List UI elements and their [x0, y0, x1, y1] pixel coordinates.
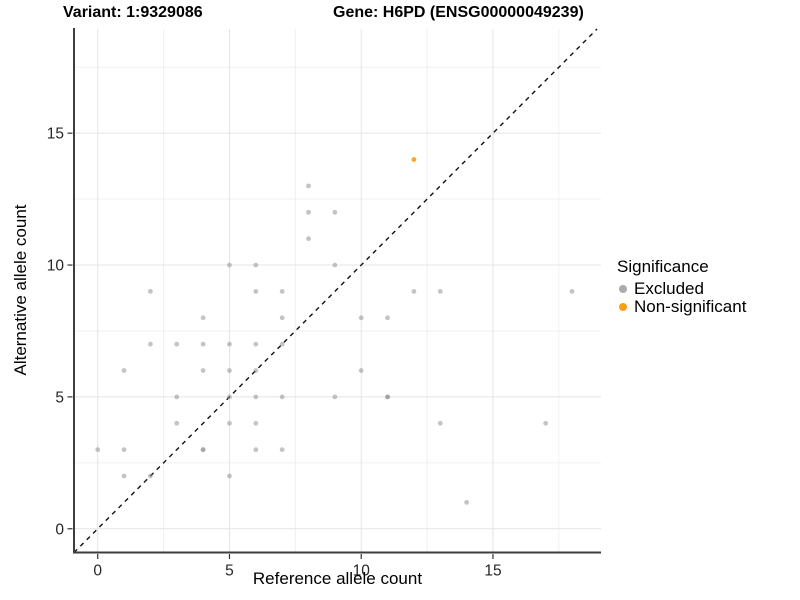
scatter-point-excluded	[464, 499, 470, 505]
scatter-point-excluded	[279, 394, 285, 400]
scatter-point-excluded	[253, 394, 259, 400]
plot-title-variant: Variant: 1:9329086	[63, 4, 203, 21]
scatter-point-excluded	[279, 447, 285, 453]
scatter-point-excluded	[148, 341, 153, 347]
scatter-point-excluded	[437, 420, 443, 426]
scatter-point-excluded	[227, 473, 232, 479]
scatter-point-excluded	[200, 368, 206, 373]
scatter-point-excluded	[569, 289, 575, 294]
scatter-point-excluded	[148, 289, 153, 294]
scatter-point-excluded	[253, 368, 259, 373]
scatter-point-excluded	[253, 420, 259, 426]
scatter-point-excluded	[253, 289, 259, 294]
scatter-point-excluded	[121, 368, 127, 373]
x-tick-label: 15	[484, 563, 501, 580]
scatter-point-excluded	[121, 447, 127, 453]
x-tick-label: 0	[93, 563, 102, 580]
scatter-point-excluded	[174, 394, 180, 400]
scatter-point-excluded	[227, 262, 232, 268]
scatter-point-excluded	[358, 368, 364, 373]
x-tick-label: 5	[225, 563, 234, 580]
scatter-point-excluded	[437, 289, 443, 294]
x-axis-title: Reference allele count	[252, 569, 423, 588]
legend-item-excluded: Excluded	[617, 279, 746, 298]
scatter-point-excluded	[253, 262, 259, 268]
identity-line	[73, 28, 598, 553]
scatter-point-excluded	[385, 315, 390, 321]
y-tick-label: 0	[55, 521, 64, 538]
y-tick-label: 15	[47, 126, 64, 143]
scatter-point-excluded	[306, 209, 311, 215]
scatter-point-excluded	[227, 341, 232, 347]
scatter-point-excluded	[332, 394, 338, 400]
scatter-point-excluded	[332, 209, 338, 215]
scatter-point-excluded	[253, 341, 259, 347]
scatter-point-excluded	[306, 183, 311, 189]
scatter-point-excluded	[279, 289, 285, 294]
legend-key-dot-excluded	[619, 285, 627, 293]
legend-item-non-significant: Non-significant	[617, 297, 747, 316]
scatter-point-excluded	[121, 473, 127, 479]
scatter-point-excluded	[385, 394, 390, 400]
legend-key-dot-non-significant	[619, 303, 627, 311]
scatter-point-excluded	[148, 473, 153, 479]
scatter-point-excluded	[227, 368, 232, 373]
scatter-point-excluded	[200, 315, 206, 321]
scatter-point-non-significant	[411, 157, 417, 162]
legend: Significance Excluded Non-significant	[617, 257, 746, 316]
legend-title: Significance	[617, 257, 709, 276]
plot-title-gene: Gene: H6PD (ENSG00000049239)	[333, 4, 584, 21]
legend-label-non-significant: Non-significant	[634, 297, 747, 316]
x-tick-label: 10	[353, 563, 371, 580]
scatter-point-excluded	[332, 262, 338, 268]
scatter-point-excluded	[358, 315, 364, 321]
y-axis-title: Alternative allele count	[11, 204, 30, 376]
scatter-point-excluded	[174, 341, 180, 347]
scatter-point-excluded	[253, 447, 259, 453]
scatter-point-excluded	[411, 289, 417, 294]
scatter-point-excluded	[279, 341, 285, 347]
scatter-point-excluded	[227, 420, 232, 426]
scatter-point-excluded	[306, 236, 311, 242]
scatter-point-excluded	[174, 420, 180, 426]
y-tick-label: 10	[47, 258, 65, 275]
scatter-point-excluded	[279, 315, 285, 321]
legend-label-excluded: Excluded	[634, 279, 704, 298]
scatter-point-excluded	[543, 420, 549, 426]
y-tick-label: 5	[55, 389, 64, 406]
scatter-point-excluded	[227, 394, 232, 400]
scatter-point-excluded	[95, 447, 101, 453]
scatter-point-excluded	[200, 447, 206, 453]
scatter-point-excluded	[200, 341, 206, 347]
